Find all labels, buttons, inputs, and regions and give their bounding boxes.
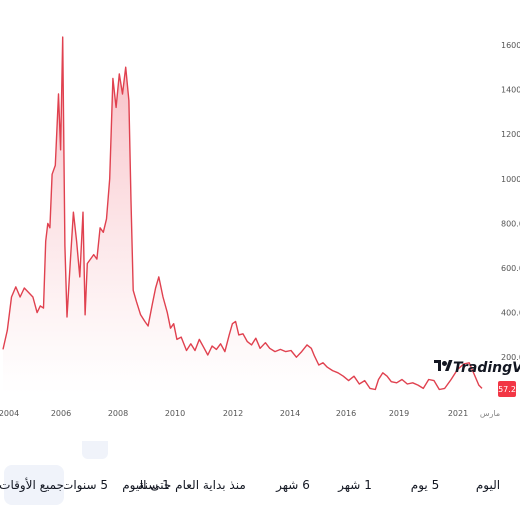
price-area-fill (3, 37, 482, 394)
chart-svg: 1600.0 1400.0 1200.0 1000.0 800.0 600.0 400.0 2… (0, 36, 520, 418)
x-tick-label: 2010 (165, 409, 185, 418)
range-5-days-button[interactable]: 5 يوم (410, 478, 440, 492)
y-tick-label: 1600.0 (501, 41, 520, 50)
x-tick-label: 2012 (223, 409, 243, 418)
y-tick-label: 400.0 (501, 309, 520, 318)
y-tick-label: 200.0 (501, 353, 520, 362)
x-tick-label: 2004 (0, 409, 19, 418)
y-tick-label: 800.0 (501, 219, 520, 228)
range-5-years-button[interactable]: 5 سنوات (62, 478, 108, 492)
tradingview-watermark: TradingView (434, 360, 520, 376)
y-tick-label: 600.0 (501, 264, 520, 273)
range-ytd-button[interactable]: منذ بداية العام حتى اليوم (122, 478, 246, 492)
range-1-year-button[interactable]: 1 سنة (138, 478, 170, 492)
x-tick-label: 2019 (389, 409, 409, 418)
last-value-label: 57.2 (498, 385, 516, 394)
y-tick-label: 1000.0 (501, 175, 520, 184)
range-top-chip (82, 441, 108, 459)
y-tick-label: 1400.0 (501, 86, 520, 95)
currency-label: مارس (480, 409, 500, 418)
x-tick-label: 2014 (280, 409, 300, 418)
last-value-badge (498, 381, 516, 398)
tradingview-logo-icon (434, 360, 453, 371)
x-tick-label: 2016 (336, 409, 356, 418)
range-today-button[interactable]: اليوم (475, 478, 501, 492)
y-tick-label: 1200.0 (501, 130, 520, 139)
price-chart[interactable]: 1600.0 1400.0 1200.0 1000.0 800.0 600.0 400.0 2… (0, 0, 520, 430)
range-1-month-button[interactable]: 1 شهر (338, 478, 372, 492)
range-all-time-button[interactable]: جميع الأوقات (0, 465, 64, 505)
watermark-text: TradingView (453, 360, 520, 376)
price-line (2, 36, 483, 391)
x-tick-label: 2008 (108, 409, 128, 418)
x-tick-label: 2021 (448, 409, 468, 418)
range-6-months-button[interactable]: 6 شهر (276, 478, 310, 492)
x-tick-label: 2006 (51, 409, 71, 418)
time-range-bar: اليوم 5 يوم 1 شهر 6 شهر منذ بداية العام … (0, 441, 520, 515)
